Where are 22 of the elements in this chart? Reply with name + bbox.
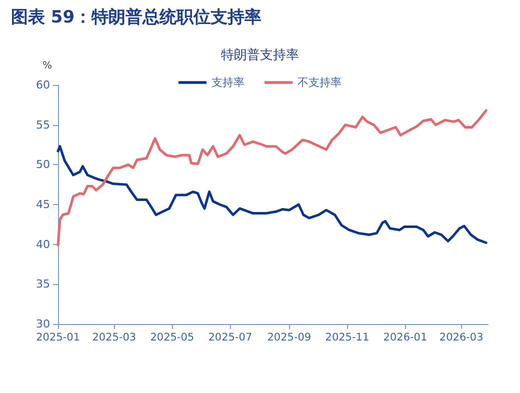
chart-subtitle: 特朗普支持率	[221, 47, 299, 63]
line-series	[56, 109, 488, 246]
y-tick-label: 35	[36, 278, 50, 291]
y-tick-label: 60	[36, 78, 50, 92]
y-tick-label: 55	[36, 118, 50, 132]
x-tick-label: 2025-11	[325, 332, 370, 344]
x-tick-label: 2026-01	[383, 332, 428, 344]
x-tick-label: 2025-09	[267, 332, 312, 344]
x-tick-label: 2025-03	[92, 332, 136, 344]
x-tick-label: 2026-03	[439, 332, 484, 344]
y-tick-label: 40	[36, 238, 50, 251]
y-tick-label: 45	[36, 198, 50, 211]
y-tick-label: 30	[36, 318, 50, 330]
line-series	[56, 145, 488, 244]
chart-title: 图表 59：特朗普总统职位支持率	[11, 6, 262, 28]
x-tick-label: 2025-05	[150, 332, 194, 344]
legend-label: 不支持率	[298, 76, 342, 89]
x-tick-label: 2025-01	[36, 332, 80, 344]
legend-label: 支持率	[212, 76, 244, 89]
x-tick-label: 2025-07	[208, 332, 252, 344]
y-axis-title: %	[42, 60, 52, 72]
y-tick-label: 50	[36, 158, 50, 172]
